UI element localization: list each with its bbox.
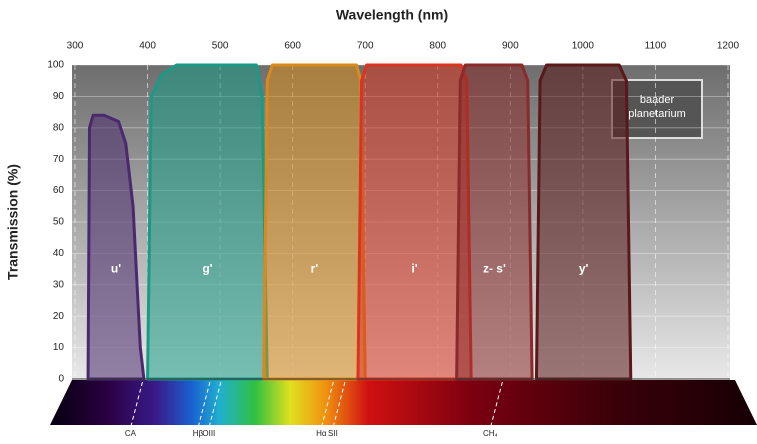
filter-curve — [536, 65, 630, 379]
x-tick-label: 1000 — [572, 41, 595, 52]
x-tick-label: 500 — [212, 41, 229, 52]
spectrum-bar — [50, 380, 757, 425]
filter-label: y' — [579, 261, 589, 275]
x-tick-label: 300 — [67, 41, 84, 52]
x-tick-label: 1100 — [645, 41, 667, 52]
filter-label: i' — [411, 261, 417, 275]
y-tick-label: 30 — [53, 279, 65, 290]
marker-label: CH₄ — [483, 429, 498, 438]
filter-curve — [457, 65, 532, 379]
x-tick-label: 400 — [139, 41, 156, 52]
y-tick-label: 70 — [53, 154, 65, 165]
y-tick-label: 90 — [53, 91, 65, 102]
marker-label: OIII — [202, 429, 215, 438]
filter-curve — [264, 65, 366, 379]
y-tick-label: 50 — [53, 217, 65, 228]
x-tick-label: 700 — [357, 41, 374, 52]
y-tick-label: 40 — [53, 248, 65, 259]
y-tick-label: 100 — [47, 60, 64, 71]
y-tick-label: 80 — [53, 122, 65, 133]
marker-label: Hα — [316, 429, 327, 438]
filter-curve — [148, 65, 268, 379]
y-tick-label: 60 — [53, 185, 65, 196]
filter-label: u' — [111, 261, 121, 275]
x-tick-label: 600 — [284, 41, 301, 52]
filter-label: r' — [311, 261, 319, 275]
marker-label: CA — [125, 429, 137, 438]
logo-text: planetarium — [628, 108, 685, 120]
filter-label: z- s' — [483, 261, 506, 275]
chart: Wavelength (nm) Transmission (%) baader … — [0, 0, 757, 439]
y-tick-label: 20 — [53, 311, 65, 322]
x-tick-label: 800 — [429, 41, 446, 52]
chart-title: Wavelength (nm) — [336, 7, 448, 23]
filter-label: g' — [202, 261, 212, 275]
filter-curve — [358, 65, 471, 379]
logo-text: baader — [640, 94, 675, 106]
marker-label: SII — [328, 429, 338, 438]
y-axis-label: Transmission (%) — [5, 164, 21, 280]
y-tick-label: 0 — [58, 374, 64, 385]
y-tick-label: 10 — [53, 342, 65, 353]
x-tick-label: 900 — [502, 41, 519, 52]
x-tick-label: 1200 — [717, 41, 740, 52]
